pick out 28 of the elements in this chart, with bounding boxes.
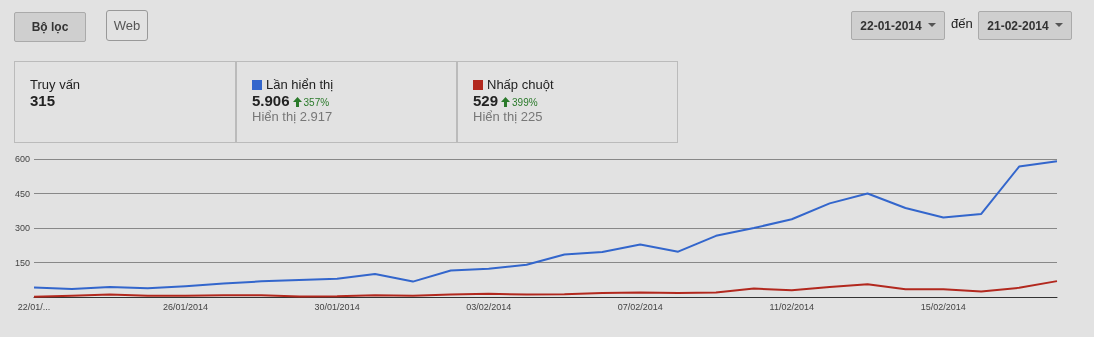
x-tick-label: 15/02/2014 (920, 301, 966, 312)
x-tick-label: 30/01/2014 (314, 301, 360, 312)
text: Truy vấn (30, 77, 82, 92)
text: 22-01-2014 (851, 11, 945, 40)
text: 5.906 (252, 92, 290, 109)
x-tick-label: 03/02/2014 (466, 301, 512, 312)
text: Hiển thị 2.917 (252, 109, 334, 124)
x-tick-label: 22/01/... (17, 301, 51, 312)
x-tick-label: 07/02/2014 (617, 301, 663, 312)
text: Bộ lọc (14, 12, 86, 42)
text: Hiển thị 225 (473, 109, 544, 124)
line-series (33, 280, 1058, 298)
text: 315 (30, 92, 57, 109)
line-series (33, 160, 1058, 290)
text: 529 (473, 92, 499, 109)
text: đến (951, 16, 973, 31)
legend-label: Lần hiển thị (265, 77, 335, 92)
y-tick-label: 300 (14, 223, 30, 233)
x-tick-label: 26/01/2014 (163, 301, 209, 312)
y-tick-label: 600 (14, 154, 30, 164)
legend-label: Nhấp chuột (486, 77, 555, 92)
y-tick-label: 150 (14, 257, 30, 268)
y-tick-label: 450 (14, 188, 30, 199)
text: Web (106, 10, 148, 41)
text: 21-02-2014 (978, 11, 1072, 40)
text: 357% (303, 97, 330, 108)
text: 399% (512, 97, 538, 108)
x-tick-label: 11/02/2014 (769, 301, 814, 312)
